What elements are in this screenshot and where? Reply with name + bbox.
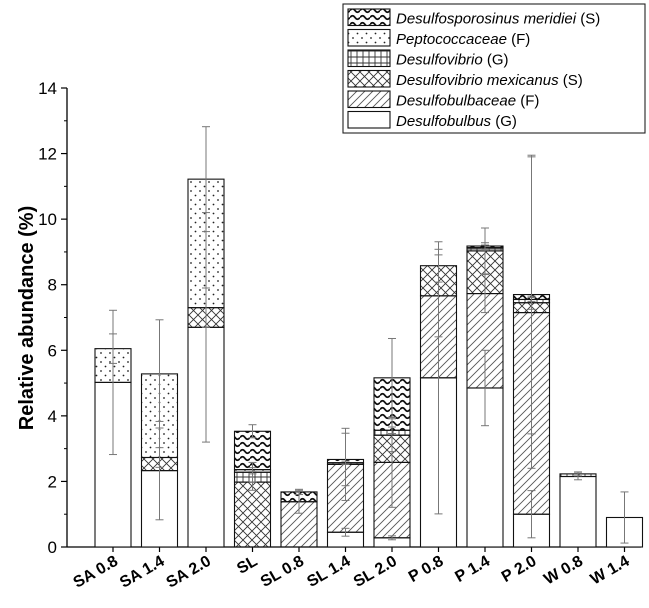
- error-bars: [109, 126, 629, 544]
- x-tick-label: W 0.8: [541, 553, 586, 589]
- legend-label: Desulfobulbus (G): [396, 113, 517, 130]
- y-tick-label: 6: [48, 341, 57, 360]
- y-tick-label: 4: [48, 407, 57, 426]
- legend-rank: (G): [491, 113, 517, 130]
- y-axis-title: Relative abundance (%): [16, 206, 38, 431]
- bar-segment: [559, 475, 597, 548]
- legend-taxon: Desulfosporosinus meridiei: [396, 11, 577, 28]
- bars: [94, 178, 644, 548]
- y-tick-label: 10: [38, 210, 57, 229]
- legend-swatch: [347, 110, 391, 129]
- legend-label: Desulfovibrio mexicanus (S): [396, 72, 583, 89]
- x-tick-label: P 2.0: [499, 553, 540, 586]
- legend-label: Desulfobulbaceae (F): [396, 93, 539, 110]
- x-tick-label: SL 1.4: [304, 553, 353, 591]
- x-tick-label: SL 0.8: [258, 553, 307, 591]
- legend-taxon: Desulfobulbaceae: [396, 93, 516, 110]
- legend-rank: (G): [483, 52, 509, 69]
- legend-taxon: Desulfovibrio: [396, 52, 483, 69]
- x-tick-label: W 1.4: [588, 553, 633, 589]
- y-tick-label: 2: [48, 472, 57, 491]
- x-tick-label: SA 0.8: [71, 553, 121, 592]
- x-tick-label: SL 2.0: [351, 553, 400, 591]
- legend-taxon: Desulfovibrio mexicanus: [396, 72, 559, 89]
- y-tick-label: 12: [38, 145, 57, 164]
- legend-swatch: [347, 69, 391, 88]
- legend-rank: (F): [516, 93, 539, 110]
- x-tick-label: SL: [234, 553, 260, 578]
- legend-label: Desulfosporosinus meridiei (S): [396, 11, 600, 28]
- x-tick-label: SA 2.0: [164, 553, 214, 592]
- y-tick-label: 8: [48, 276, 57, 295]
- legend-rank: (F): [507, 31, 530, 48]
- x-tick-label: P 1.4: [452, 553, 493, 586]
- bar-segment: [233, 481, 272, 548]
- legend-swatch: [347, 90, 391, 109]
- x-tick-label: P 0.8: [406, 553, 447, 586]
- legend-box: [342, 3, 646, 134]
- legend-swatch: [347, 49, 391, 68]
- y-tick-label: 0: [48, 538, 57, 557]
- x-tick-label: SA 1.4: [117, 553, 167, 592]
- legend-label: Peptococcaceae (F): [396, 31, 530, 48]
- legend: Desulfosporosinus meridiei (S) Peptococca…: [342, 3, 646, 134]
- legend-label: Desulfovibrio (G): [396, 52, 509, 69]
- legend-rank: (S): [559, 72, 583, 89]
- legend-swatch: [347, 8, 391, 27]
- legend-swatch: [347, 28, 391, 47]
- legend-taxon: Desulfobulbus: [396, 113, 492, 130]
- y-tick-label: 14: [38, 79, 57, 98]
- legend-taxon: Peptococcaceae: [396, 31, 507, 48]
- legend-rank: (S): [576, 11, 600, 28]
